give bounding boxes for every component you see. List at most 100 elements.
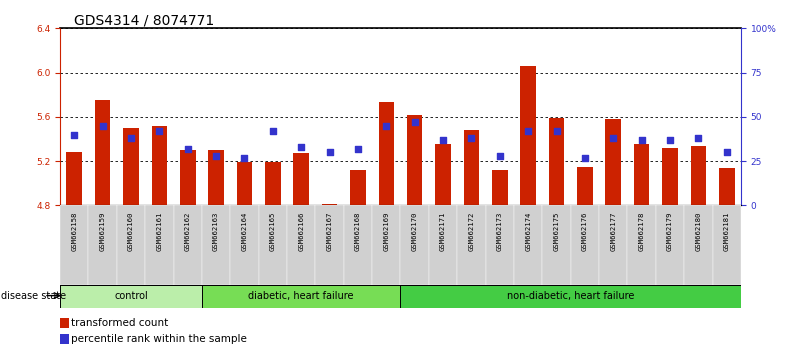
Bar xyxy=(88,205,117,285)
Point xyxy=(521,128,534,134)
Bar xyxy=(485,205,514,285)
Text: transformed count: transformed count xyxy=(71,318,168,329)
Bar xyxy=(66,152,82,205)
Bar xyxy=(429,205,457,285)
Bar xyxy=(60,318,69,329)
Point xyxy=(663,137,676,143)
Text: GSM662166: GSM662166 xyxy=(298,212,304,251)
Bar xyxy=(117,205,145,285)
Bar xyxy=(542,205,570,285)
Point xyxy=(267,128,280,134)
Point xyxy=(352,146,364,152)
Point xyxy=(607,135,620,141)
Bar xyxy=(492,170,508,205)
Point xyxy=(96,123,109,129)
Point xyxy=(181,146,194,152)
Text: GSM662173: GSM662173 xyxy=(497,212,503,251)
Point xyxy=(125,135,138,141)
Text: GSM662169: GSM662169 xyxy=(384,212,389,251)
Point xyxy=(493,153,506,159)
Bar xyxy=(231,205,259,285)
Point xyxy=(323,149,336,155)
Point xyxy=(210,153,223,159)
Bar xyxy=(400,205,429,285)
Point xyxy=(465,135,478,141)
Point xyxy=(153,128,166,134)
Text: GSM662175: GSM662175 xyxy=(553,212,560,251)
Bar xyxy=(208,150,224,205)
Bar xyxy=(379,102,394,205)
Point xyxy=(380,123,392,129)
Bar xyxy=(265,162,280,205)
Point xyxy=(68,132,81,137)
Bar xyxy=(344,205,372,285)
Bar xyxy=(521,66,536,205)
Text: GSM662179: GSM662179 xyxy=(667,212,673,251)
Bar xyxy=(457,205,485,285)
Bar xyxy=(293,153,309,205)
Bar xyxy=(236,162,252,205)
Text: non-diabetic, heart failure: non-diabetic, heart failure xyxy=(507,291,634,302)
Text: GSM662161: GSM662161 xyxy=(156,212,163,251)
Point xyxy=(635,137,648,143)
Bar xyxy=(180,150,195,205)
Text: GSM662159: GSM662159 xyxy=(99,212,106,251)
Text: GSM662172: GSM662172 xyxy=(469,212,474,251)
Text: GSM662163: GSM662163 xyxy=(213,212,219,251)
Text: GSM662165: GSM662165 xyxy=(270,212,276,251)
Bar xyxy=(464,130,479,205)
Text: GSM662181: GSM662181 xyxy=(724,212,730,251)
Bar xyxy=(400,285,741,308)
Text: GSM662164: GSM662164 xyxy=(241,212,248,251)
Text: GDS4314 / 8074771: GDS4314 / 8074771 xyxy=(74,13,214,27)
Bar xyxy=(60,285,202,308)
Bar xyxy=(435,144,451,205)
Bar xyxy=(60,205,88,285)
Bar xyxy=(123,128,139,205)
Bar xyxy=(684,205,713,285)
Point xyxy=(692,135,705,141)
Bar xyxy=(599,205,627,285)
Text: diabetic, heart failure: diabetic, heart failure xyxy=(248,291,354,302)
Text: GSM662170: GSM662170 xyxy=(412,212,417,251)
Point xyxy=(295,144,308,150)
Bar xyxy=(60,334,69,344)
Bar xyxy=(570,205,599,285)
Bar xyxy=(151,126,167,205)
Bar xyxy=(95,100,111,205)
Point xyxy=(578,155,591,160)
Bar xyxy=(372,205,400,285)
Text: GSM662171: GSM662171 xyxy=(440,212,446,251)
Text: GSM662168: GSM662168 xyxy=(355,212,361,251)
Point xyxy=(437,137,449,143)
Bar xyxy=(577,167,593,205)
Bar xyxy=(634,144,650,205)
Point xyxy=(238,155,251,160)
Text: percentile rank within the sample: percentile rank within the sample xyxy=(71,334,248,344)
Text: GSM662162: GSM662162 xyxy=(185,212,191,251)
Bar xyxy=(549,118,565,205)
Bar xyxy=(662,148,678,205)
Bar xyxy=(690,145,706,205)
Point xyxy=(550,128,563,134)
Point xyxy=(409,119,421,125)
Bar xyxy=(174,205,202,285)
Text: disease state: disease state xyxy=(1,291,66,301)
Text: GSM662174: GSM662174 xyxy=(525,212,531,251)
Bar xyxy=(514,205,542,285)
Bar xyxy=(145,205,174,285)
Text: GSM662178: GSM662178 xyxy=(638,212,645,251)
Text: GSM662177: GSM662177 xyxy=(610,212,616,251)
Bar xyxy=(627,205,656,285)
Text: GSM662180: GSM662180 xyxy=(695,212,702,251)
Text: GSM662176: GSM662176 xyxy=(582,212,588,251)
Bar xyxy=(322,204,337,205)
Bar xyxy=(407,115,422,205)
Text: GSM662158: GSM662158 xyxy=(71,212,77,251)
Text: control: control xyxy=(114,291,148,302)
Bar xyxy=(316,205,344,285)
Bar xyxy=(287,205,316,285)
Bar xyxy=(202,285,400,308)
Bar xyxy=(259,205,287,285)
Bar xyxy=(719,168,735,205)
